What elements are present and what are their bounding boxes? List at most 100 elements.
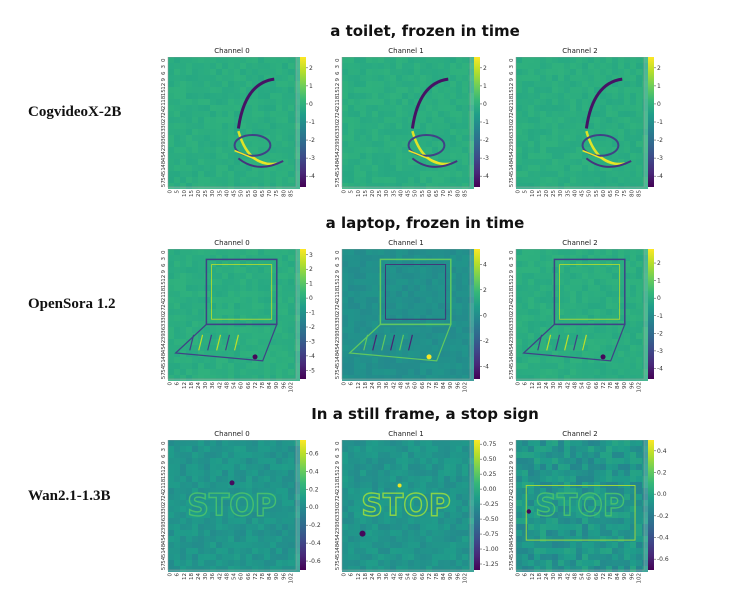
x-tick-label: 70 [441,190,447,197]
y-tick-label: 12 [161,83,167,90]
x-tick-label: 10 [530,190,536,197]
colorbar [648,249,654,379]
x-tick-label: 12 [530,382,536,389]
colorbar-tick-label: 0 [657,101,661,108]
y-tick-label: 36 [335,134,341,141]
x-tick-label: 54 [580,573,586,580]
y-tick-label: 42 [335,531,341,538]
y-tick-label: 42 [509,340,515,347]
x-tick-label: 35 [565,190,571,197]
x-tick-label: 20 [544,190,550,197]
y-tick-label: 24 [509,300,515,307]
y-tick-label: 15 [161,281,167,288]
y-tick-label: 9 [161,270,167,274]
y-tick-label: 36 [161,326,167,333]
y-tick-label: 21 [509,485,515,492]
y-tick-label: 42 [161,531,167,538]
y-tick-label: 27 [161,307,167,314]
y-tick-label: 54 [509,556,515,563]
colorbar-tick-label: 0 [309,295,313,302]
y-tick-label: 0 [509,58,515,62]
row-title: a laptop, frozen in time [325,214,525,232]
y-tick-label: 18 [161,287,167,294]
row-title: a toilet, frozen in time [330,22,520,40]
x-tick-label: 40 [398,190,404,197]
y-tick-label: 54 [335,173,341,180]
y-tick-label: 12 [509,466,515,473]
channel-title: Channel 0 [214,430,250,438]
x-tick-label: 90 [448,573,454,580]
x-tick-label: 25 [551,190,557,197]
x-tick-label: 60 [253,190,259,197]
x-tick-label: 36 [210,573,216,580]
y-tick-label: 0 [161,441,167,445]
colorbar-tick-label: -3 [657,155,663,162]
colorbar-tick-label: -0.50 [483,516,499,523]
x-tick-label: 10 [356,190,362,197]
x-tick-label: 84 [441,573,447,580]
channel-title: Channel 1 [388,47,424,55]
y-tick-label: 48 [161,352,167,359]
y-tick-label: 42 [335,340,341,347]
colorbar-tick-label: -3 [657,348,663,355]
x-tick-label: 48 [572,573,578,580]
x-tick-label: 90 [622,382,628,389]
y-tick-label: 0 [161,250,167,254]
x-tick-label: 96 [455,382,461,389]
x-tick-label: 66 [594,382,600,389]
x-tick-label: 80 [455,190,461,197]
y-tick-label: 24 [335,491,341,498]
y-tick-label: 39 [509,333,515,340]
y-tick-label: 51 [509,359,515,366]
x-tick-label: 90 [622,573,628,580]
y-tick-label: 42 [335,148,341,155]
x-tick-label: 72 [427,382,433,389]
y-tick-label: 54 [335,556,341,563]
x-tick-label: 18 [363,382,369,389]
colorbar-tick-label: 0.2 [657,470,667,477]
y-tick-label: 12 [335,466,341,473]
x-tick-label: 18 [189,573,195,580]
colorbar-tick-label: -2 [657,137,663,144]
y-tick-label: 45 [335,154,341,161]
y-tick-label: 51 [335,359,341,366]
x-tick-label: 25 [203,190,209,197]
svg-text:STOP: STOP [361,488,451,523]
x-tick-label: 50 [239,190,245,197]
y-tick-label: 18 [161,478,167,485]
y-tick-label: 24 [161,300,167,307]
x-tick-label: 18 [537,382,543,389]
colorbar-tick-label: 0 [483,101,487,108]
y-tick-label: 39 [509,141,515,148]
x-tick-label: 5 [349,190,355,194]
y-tick-label: 12 [161,275,167,282]
x-tick-label: 84 [615,382,621,389]
y-tick-label: 27 [335,307,341,314]
svg-text:STOP: STOP [187,488,277,523]
y-tick-label: 51 [335,550,341,557]
heatmap-image: STOP [515,440,648,572]
x-tick-label: 96 [629,573,635,580]
x-tick-label: 60 [413,573,419,580]
x-tick-label: 70 [267,190,273,197]
x-tick-label: 36 [384,573,390,580]
colorbar-tick-label: -1.25 [483,561,499,568]
colorbar-tick-label: 1 [657,278,661,285]
y-tick-label: 51 [161,167,167,174]
x-tick-label: 6 [349,382,355,386]
y-tick-label: 15 [509,472,515,479]
x-tick-label: 24 [370,382,376,389]
x-tick-label: 96 [281,573,287,580]
y-tick-label: 9 [335,270,341,274]
x-tick-label: 42 [217,573,223,580]
x-tick-label: 72 [253,573,259,580]
y-tick-label: 15 [509,281,515,288]
y-tick-label: 24 [335,300,341,307]
x-tick-label: 30 [558,190,564,197]
x-tick-label: 75 [274,190,280,197]
x-tick-label: 42 [565,573,571,580]
x-tick-label: 60 [587,382,593,389]
heatmap-image [515,57,648,189]
colorbar-tick-label: -1.00 [483,546,499,553]
